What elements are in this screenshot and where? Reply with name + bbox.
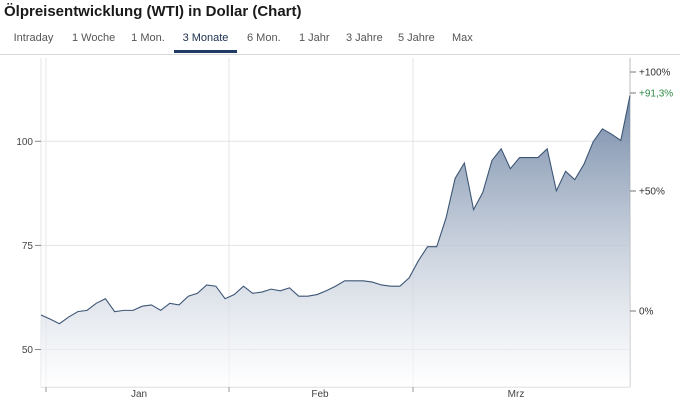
data-point [601, 128, 603, 130]
data-point [583, 163, 585, 165]
data-point [546, 148, 548, 150]
axes: Jan Feb Mrz 50 75 100 0% +50% +91,3% +100% [16, 68, 673, 401]
data-point [436, 245, 438, 247]
right-tick-label: 0% [639, 307, 654, 318]
data-point [178, 304, 180, 306]
data-point [620, 139, 622, 141]
data-point [307, 295, 309, 297]
x-tick-label: Jan [131, 389, 147, 400]
data-point [270, 288, 272, 290]
data-point [95, 302, 97, 304]
data-point [344, 280, 346, 282]
data-point [362, 280, 364, 282]
data-point [49, 318, 51, 320]
tab-intraday[interactable]: Intraday [13, 32, 54, 44]
data-point [399, 285, 401, 287]
data-point [169, 302, 171, 304]
data-point [463, 162, 465, 164]
tab-3-jahre[interactable]: 3 Jahre [346, 32, 383, 44]
x-tick-label: Mrz [508, 389, 525, 400]
data-point [40, 314, 42, 316]
data-point [77, 310, 79, 312]
data-point [242, 285, 244, 287]
data-point [123, 309, 125, 311]
right-tick-label: +50% [639, 187, 665, 198]
data-point [380, 284, 382, 286]
tab-1-woche[interactable]: 1 Woche [72, 32, 116, 44]
chart-title: Ölpreisentwicklung (WTI) in Dollar (Char… [4, 3, 302, 20]
data-point [371, 281, 373, 283]
data-point [261, 291, 263, 293]
data-point [215, 285, 217, 287]
tab-3-monate[interactable]: 3 Monate [174, 27, 237, 53]
data-point [454, 177, 456, 179]
right-tick-label: +100% [639, 68, 671, 79]
data-point [426, 245, 428, 247]
data-point [86, 309, 88, 311]
data-point [279, 290, 281, 292]
data-point [325, 290, 327, 292]
data-point [528, 156, 530, 158]
data-point [233, 293, 235, 295]
y-tick-label: 100 [16, 137, 33, 148]
data-point [482, 191, 484, 193]
data-point [592, 141, 594, 143]
y-tick-label: 75 [22, 241, 34, 252]
tab-1-jahr[interactable]: 1 Jahr [299, 32, 330, 44]
data-point [518, 156, 520, 158]
price-line [40, 95, 631, 325]
data-point [132, 309, 134, 311]
current-change-label: +91,3% [639, 89, 673, 100]
data-point [390, 285, 392, 287]
data-point [353, 280, 355, 282]
data-point [113, 310, 115, 312]
price-area [41, 95, 630, 387]
timeframe-tabs: Intraday 1 Woche 1 Mon. 3 Monate 6 Mon. … [0, 27, 680, 55]
x-tick-label: Feb [311, 389, 329, 400]
data-point [104, 298, 106, 300]
data-point [187, 295, 189, 297]
data-point [58, 323, 60, 325]
data-point [472, 208, 474, 210]
data-point [251, 292, 253, 294]
data-point [316, 293, 318, 295]
y-tick-label: 50 [22, 345, 34, 356]
data-point [141, 305, 143, 307]
tab-6-mon[interactable]: 6 Mon. [247, 32, 281, 44]
data-point [509, 168, 511, 170]
data-point [150, 304, 152, 306]
tab-1-mon[interactable]: 1 Mon. [131, 32, 165, 44]
tab-max[interactable]: Max [452, 32, 473, 44]
data-point [334, 285, 336, 287]
data-point [537, 156, 539, 158]
data-point [629, 94, 631, 96]
data-point [500, 148, 502, 150]
data-point [159, 309, 161, 311]
data-point [555, 190, 557, 192]
data-point [610, 133, 612, 135]
data-point [205, 284, 207, 286]
data-point [445, 217, 447, 219]
data-point [574, 178, 576, 180]
data-point [417, 260, 419, 262]
data-point [288, 287, 290, 289]
data-point [491, 159, 493, 161]
tab-5-jahre[interactable]: 5 Jahre [398, 32, 435, 44]
data-point [564, 170, 566, 172]
data-point [408, 277, 410, 279]
data-point [297, 295, 299, 297]
data-point [196, 292, 198, 294]
data-point [67, 316, 69, 318]
data-point [224, 298, 226, 300]
